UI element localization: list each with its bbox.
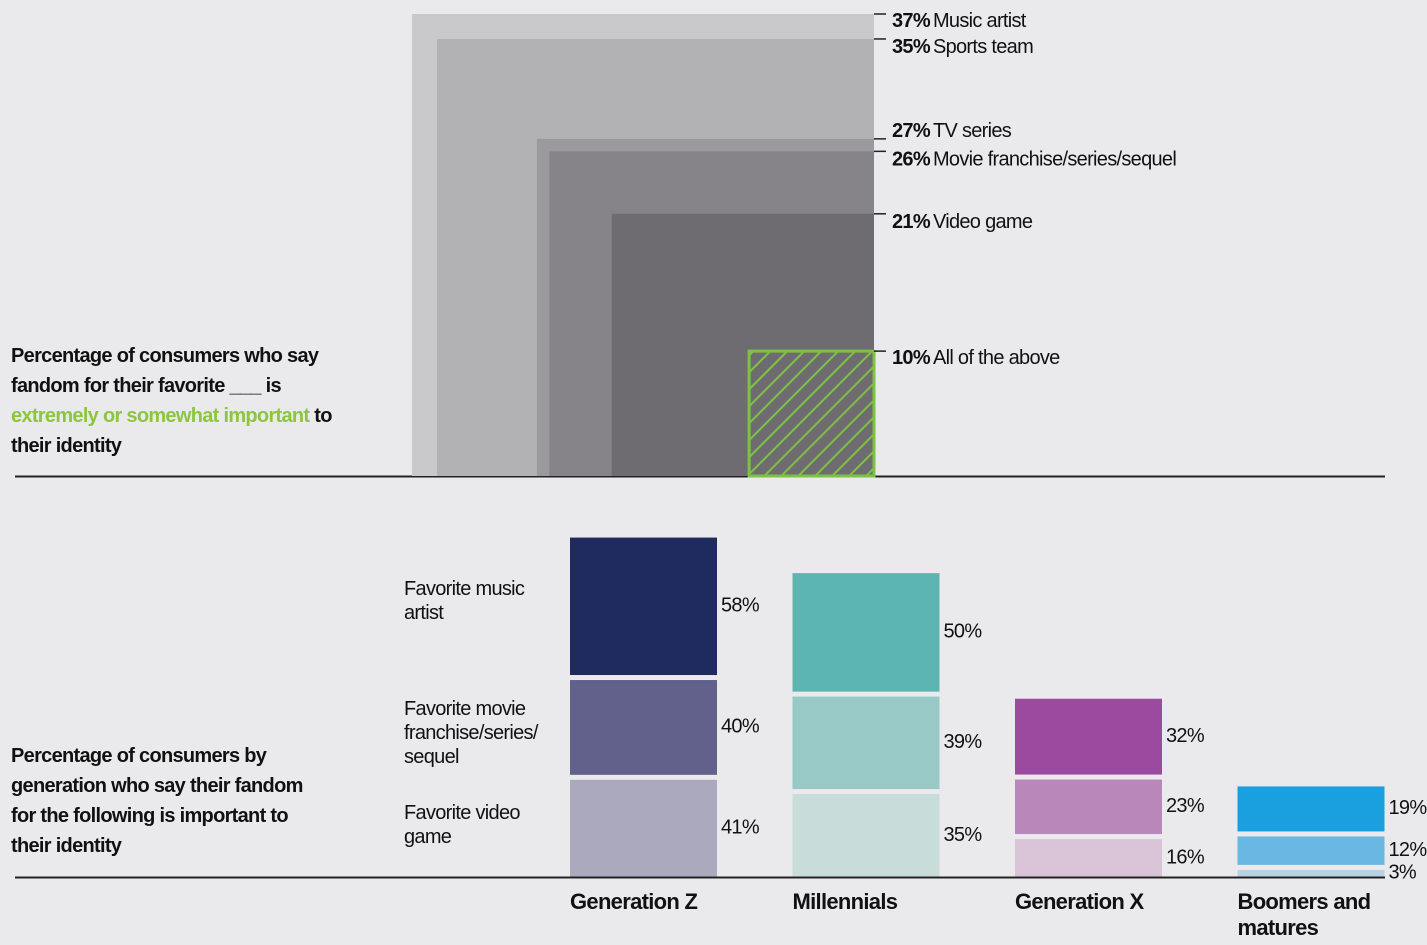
- value-label: 19%: [1389, 797, 1427, 819]
- value-label: 3%: [1389, 862, 1417, 884]
- category-label: TV series: [933, 120, 1012, 142]
- bottom-title: Percentage of consumers by generation wh…: [11, 745, 303, 857]
- value-label: 37%: [892, 10, 931, 32]
- value-label: 35%: [892, 36, 931, 58]
- category-label: Generation Z: [570, 889, 698, 914]
- category-label: Video game: [933, 211, 1033, 233]
- value-label: 40%: [721, 716, 760, 738]
- category-label: Boomers and matures: [1237, 889, 1372, 940]
- bar-segment: [792, 573, 940, 692]
- series-label: Favorite video game: [404, 802, 521, 848]
- value-label: 12%: [1389, 839, 1427, 861]
- value-label: 32%: [1166, 725, 1205, 747]
- value-label: 41%: [721, 817, 760, 839]
- value-label: 35%: [944, 824, 983, 846]
- category-label: Millennials: [792, 889, 898, 914]
- value-label: 10%: [892, 347, 931, 369]
- bar-segment: [570, 680, 717, 775]
- title-highlight: extremely or somewhat important: [11, 405, 310, 427]
- square: [747, 349, 876, 478]
- title-text: Percentage of consumers who say fandom f…: [11, 345, 319, 397]
- bar-segment: [1237, 836, 1385, 865]
- bar-segment: [1237, 869, 1385, 877]
- category-label: Music artist: [933, 10, 1027, 32]
- bar-segment: [792, 696, 940, 790]
- bar-segment: [1015, 839, 1162, 877]
- square-label: 37% Music artist: [892, 10, 1027, 32]
- bar-segment: [1015, 698, 1162, 775]
- value-label: 58%: [721, 595, 760, 617]
- square-label: 21% Video game: [892, 211, 1033, 233]
- series-label: Favorite movie franchise/series/ sequel: [404, 698, 538, 768]
- bar-segment: [570, 537, 717, 676]
- square-label: 35% Sports team: [892, 36, 1033, 58]
- value-label: 21%: [892, 211, 931, 233]
- category-label: All of the above: [933, 347, 1060, 369]
- value-label: 50%: [944, 621, 983, 643]
- value-label: 23%: [1166, 795, 1205, 817]
- category-label: Generation X: [1015, 889, 1144, 914]
- title-text: to their identity: [11, 405, 332, 457]
- series-label: Favorite music artist: [404, 578, 525, 624]
- bar-segment: [1015, 779, 1162, 835]
- square-label: 26% Movie franchise/series/sequel: [892, 149, 1176, 171]
- square-label: 27% TV series: [892, 120, 1012, 142]
- bar-segment: [792, 794, 940, 877]
- value-label: 16%: [1166, 846, 1205, 868]
- value-label: 27%: [892, 120, 931, 142]
- top-title: Percentage of consumers who say fandom f…: [11, 341, 371, 461]
- value-label: 39%: [944, 731, 983, 753]
- bar-segment: [570, 779, 717, 877]
- square-label: 10% All of the above: [892, 347, 1060, 369]
- bar-segment: [1237, 786, 1385, 832]
- category-label: Sports team: [933, 36, 1033, 58]
- value-label: 26%: [892, 149, 931, 171]
- category-label: Movie franchise/series/sequel: [933, 149, 1176, 171]
